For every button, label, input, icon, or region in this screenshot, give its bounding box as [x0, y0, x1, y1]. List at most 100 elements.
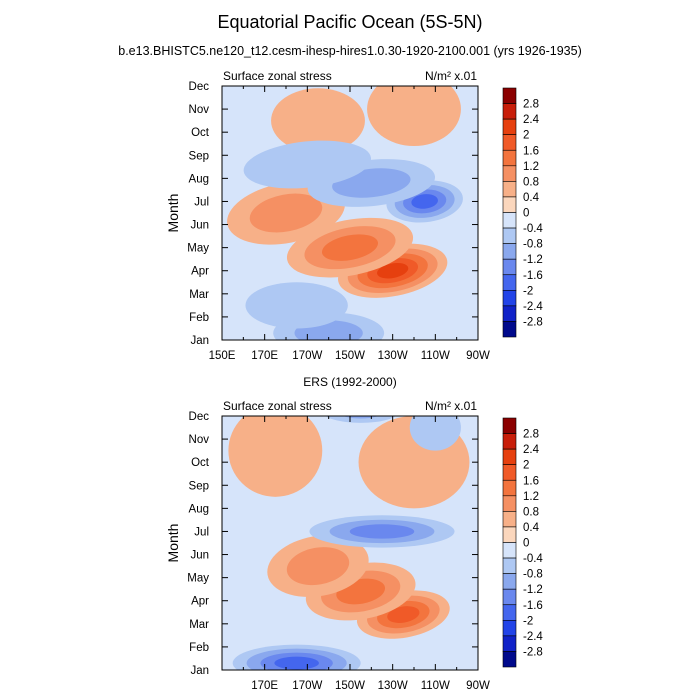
- colorbar-swatch: [502, 165, 517, 182]
- x-tick-label: 150W: [335, 680, 365, 692]
- colorbar-swatch: [502, 651, 517, 668]
- panel1-ticks: 150E 170E 170W 150W 130W 110W 90W Jan Feb Mar Apr M…: [187, 81, 490, 362]
- contour-feature: [367, 86, 461, 147]
- y-tick-label: Oct: [191, 127, 210, 139]
- x-tick-label: 170E: [251, 350, 278, 362]
- colorbar-label: -2.8: [523, 316, 543, 328]
- x-tick-label: 170W: [292, 350, 322, 362]
- colorbar-label: 2.8: [523, 99, 539, 111]
- contour-band: [387, 606, 420, 623]
- colorbar-label: 2: [523, 130, 529, 142]
- x-tick-label: 150E: [209, 350, 236, 362]
- colorbar-swatch: [502, 479, 517, 497]
- colorbar-label: 0: [523, 208, 529, 220]
- colorbar-label: -2.4: [523, 631, 543, 643]
- colorbar-swatch: [502, 588, 517, 606]
- colorbar-label: 1.2: [523, 491, 539, 503]
- colorbar-swatch: [502, 181, 517, 198]
- panel2-plot-area: [222, 416, 478, 670]
- colorbar-swatch: [502, 573, 517, 590]
- panel1-left-string: Surface zonal stress: [223, 69, 332, 83]
- y-tick-label: Nov: [189, 434, 210, 446]
- contour-band: [411, 194, 438, 209]
- colorbar-swatch: [502, 604, 517, 621]
- colorbar-swatch: [502, 620, 517, 637]
- contour-band: [342, 416, 379, 419]
- colorbar-swatch: [502, 511, 517, 528]
- colorbar-label: -2: [523, 285, 533, 297]
- contour-feature: [245, 282, 348, 329]
- colorbar-swatch: [502, 87, 517, 104]
- colorbar-swatch: [502, 149, 517, 167]
- x-tick-label: 170E: [251, 680, 278, 692]
- colorbar-swatch: [502, 196, 517, 213]
- panel2-colorbar: 2.8 2.4 2 1.6 1.2 0.8 0.4 0 -0.4 -0.8 -1.2 -1.6 -2 -2…: [502, 417, 543, 668]
- colorbar-label: -2: [523, 615, 533, 627]
- panel1-ylabel: Month: [165, 194, 181, 233]
- colorbar-label: -0.8: [523, 569, 543, 581]
- colorbar-swatch: [502, 542, 517, 559]
- colorbar-swatch: [502, 305, 517, 322]
- colorbar-label: 0.4: [523, 192, 540, 204]
- colorbar-swatch: [502, 448, 517, 465]
- x-tick-label: 90W: [466, 680, 490, 692]
- contour-feature: [271, 88, 365, 153]
- x-tick-label: 130W: [378, 350, 408, 362]
- colorbar-swatch: [502, 433, 517, 450]
- main-title: Equatorial Pacific Ocean (5S-5N): [217, 12, 483, 32]
- colorbar-label: -0.4: [523, 553, 543, 565]
- y-tick-label: May: [187, 243, 209, 255]
- x-tick-label: 110W: [421, 350, 450, 362]
- colorbar-label: 2.8: [523, 429, 539, 441]
- colorbar-label: -1.6: [523, 270, 543, 282]
- colorbar-label: -0.4: [523, 223, 543, 235]
- colorbar-label: 0.8: [523, 176, 539, 188]
- y-tick-label: Jul: [194, 196, 209, 208]
- contour-band: [245, 282, 348, 329]
- contour-feature: [232, 644, 361, 670]
- colorbar-swatch: [502, 557, 517, 574]
- colorbar-swatch: [502, 464, 517, 481]
- x-tick-label: 150W: [335, 350, 365, 362]
- colorbar-label: 1.6: [523, 145, 539, 157]
- contour-band: [321, 234, 379, 261]
- y-tick-label: Jul: [194, 526, 209, 538]
- colorbar-label: -2.4: [523, 301, 543, 313]
- panel1-right-string: N/m² x.01: [425, 69, 477, 83]
- subtitle: b.e13.BHISTC5.ne120_t12.cesm-ihesp-hires…: [118, 44, 582, 58]
- colorbar-swatch: [502, 103, 517, 120]
- colorbar-swatch: [502, 227, 517, 244]
- y-tick-label: Nov: [189, 104, 210, 116]
- colorbar-swatch: [502, 258, 517, 276]
- x-tick-label: 90W: [466, 350, 490, 362]
- x-tick-label: 110W: [421, 680, 450, 692]
- colorbar-swatch: [502, 635, 517, 652]
- colorbar-label: 0.8: [523, 506, 539, 518]
- contour-band: [325, 416, 396, 423]
- contour-band: [243, 140, 372, 189]
- contour-band: [249, 193, 323, 233]
- y-tick-label: Apr: [191, 596, 209, 608]
- colorbar-label: -2.8: [523, 646, 543, 658]
- panel2-right-string: N/m² x.01: [425, 399, 477, 413]
- contour-feature: [409, 416, 461, 451]
- contour-band: [228, 416, 323, 497]
- y-tick-label: Dec: [189, 411, 210, 423]
- contour-band: [286, 547, 350, 586]
- colorbar-swatch: [502, 134, 517, 151]
- colorbar-label: 0.4: [523, 522, 540, 534]
- colorbar-swatch: [502, 290, 517, 307]
- colorbar-label: -1.2: [523, 584, 543, 596]
- y-tick-label: Oct: [191, 457, 210, 469]
- contour-band: [377, 262, 409, 279]
- colorbar-label: -1.2: [523, 254, 543, 266]
- panel2-left-string: Surface zonal stress: [223, 399, 332, 413]
- contour-feature: [309, 515, 455, 548]
- panel1-plot-area: [222, 86, 478, 340]
- colorbar-swatch: [502, 118, 517, 135]
- contour-band: [274, 656, 319, 670]
- y-tick-label: Mar: [189, 619, 209, 631]
- contour-band: [367, 86, 461, 147]
- colorbar-label: 2.4: [523, 444, 540, 456]
